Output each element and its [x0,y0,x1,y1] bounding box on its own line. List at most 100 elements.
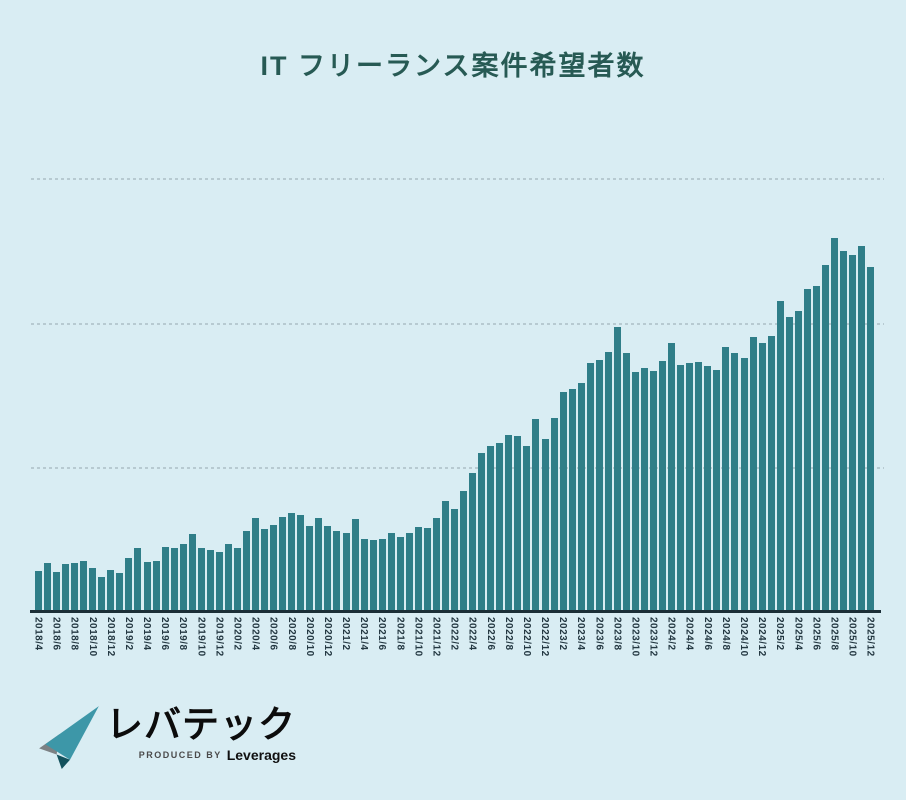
bar [116,573,124,610]
bar [849,255,857,610]
bar [98,577,106,610]
bar [686,363,694,610]
x-tick-label: 2021/2 [340,617,352,651]
bar [469,473,477,610]
x-tick-label: 2025/2 [774,617,786,651]
bar [722,347,730,610]
x-tick-label: 2021/8 [394,617,406,651]
bar [369,540,377,610]
bar [44,563,52,610]
x-tick-label: 2022/8 [502,617,514,651]
x-tick-label: 2025/4 [792,617,804,651]
bar [143,562,151,610]
bar [243,531,251,610]
x-tick-label: 2020/4 [249,617,261,651]
gridline [31,178,884,180]
x-tick-label: 2019/6 [159,617,171,651]
bar [731,353,739,610]
bar-chart-plot [30,178,884,613]
bar [496,443,504,610]
x-tick-label: 2018/6 [50,617,62,651]
x-tick-label: 2018/12 [104,617,116,657]
x-tick-label: 2024/4 [683,617,695,651]
bar [288,513,296,610]
x-tick-label: 2025/6 [810,617,822,651]
x-tick-label: 2023/4 [575,617,587,651]
bar [650,371,658,610]
bar [505,435,513,610]
bar [776,301,784,610]
bar [432,518,440,610]
x-tick-label: 2024/6 [701,617,713,651]
x-tick-label: 2020/12 [321,617,333,657]
bar [613,327,621,610]
bar [794,311,802,610]
x-axis-labels: 2018/4 2018/6 2018/8 2018/10 2018/12 2019/2 20… [33,617,878,675]
logo-text-block: レバテック PRODUCED BY Leverages [106,700,296,765]
bar [713,370,721,610]
x-tick-label: 2020/2 [231,617,243,651]
x-tick-label: 2024/8 [719,617,731,651]
x-tick-label: 2021/12 [430,617,442,657]
logo-subtitle: PRODUCED BY Leverages [106,747,296,765]
x-tick-label: 2024/10 [738,617,749,657]
x-tick-label: 2023/12 [647,617,659,657]
bar [867,267,875,610]
bar [442,501,450,610]
x-tick-label: 2023/8 [611,617,623,651]
bar [333,531,341,610]
x-tick-label: 2018/8 [68,617,80,651]
bar [812,286,820,610]
x-tick-label: 2021/4 [358,617,370,651]
bar [668,343,676,610]
bar [233,548,241,610]
bar [134,548,142,610]
x-tick-label: 2018/4 [32,617,44,651]
bar [315,518,323,610]
bar [559,392,567,610]
bar [197,548,205,610]
x-tick-label: 2022/6 [484,617,496,651]
x-tick-label: 2021/6 [376,617,388,651]
x-tick-label: 2023/6 [593,617,605,651]
x-tick-label: 2022/10 [520,617,532,657]
bar [858,246,866,610]
x-axis-line [30,610,881,613]
x-tick-label: 2025/12 [864,617,876,657]
bar [161,547,169,610]
bar [740,358,748,610]
bar [252,518,260,610]
bar [351,519,359,610]
bar [550,418,558,610]
bar [641,368,648,610]
bar [586,363,594,610]
bar [179,544,187,610]
levtech-logo: レバテック PRODUCED BY Leverages [38,700,296,770]
bar [62,564,70,610]
bar [514,436,522,610]
bar [749,337,757,610]
bar [460,491,468,610]
paper-plane-logo-icon [39,706,99,769]
bar [170,548,178,610]
bar [695,362,703,610]
produced-by-label: PRODUCED BY [138,749,222,760]
x-tick-label: 2022/12 [539,617,551,657]
bar [523,446,531,610]
bar [279,517,287,610]
company-name-label: Leverages [226,746,296,763]
bar [541,439,549,610]
bar [89,568,97,610]
gridline [31,323,884,325]
x-tick-label: 2020/8 [285,617,297,651]
bar [215,552,223,610]
x-tick-label: 2019/4 [141,617,153,651]
bar [224,544,232,610]
bar [622,353,630,610]
bar [206,550,214,610]
x-tick-label: 2025/8 [828,617,840,651]
bar [80,561,88,610]
x-tick-label: 2019/12 [213,617,225,657]
bar [261,529,269,610]
